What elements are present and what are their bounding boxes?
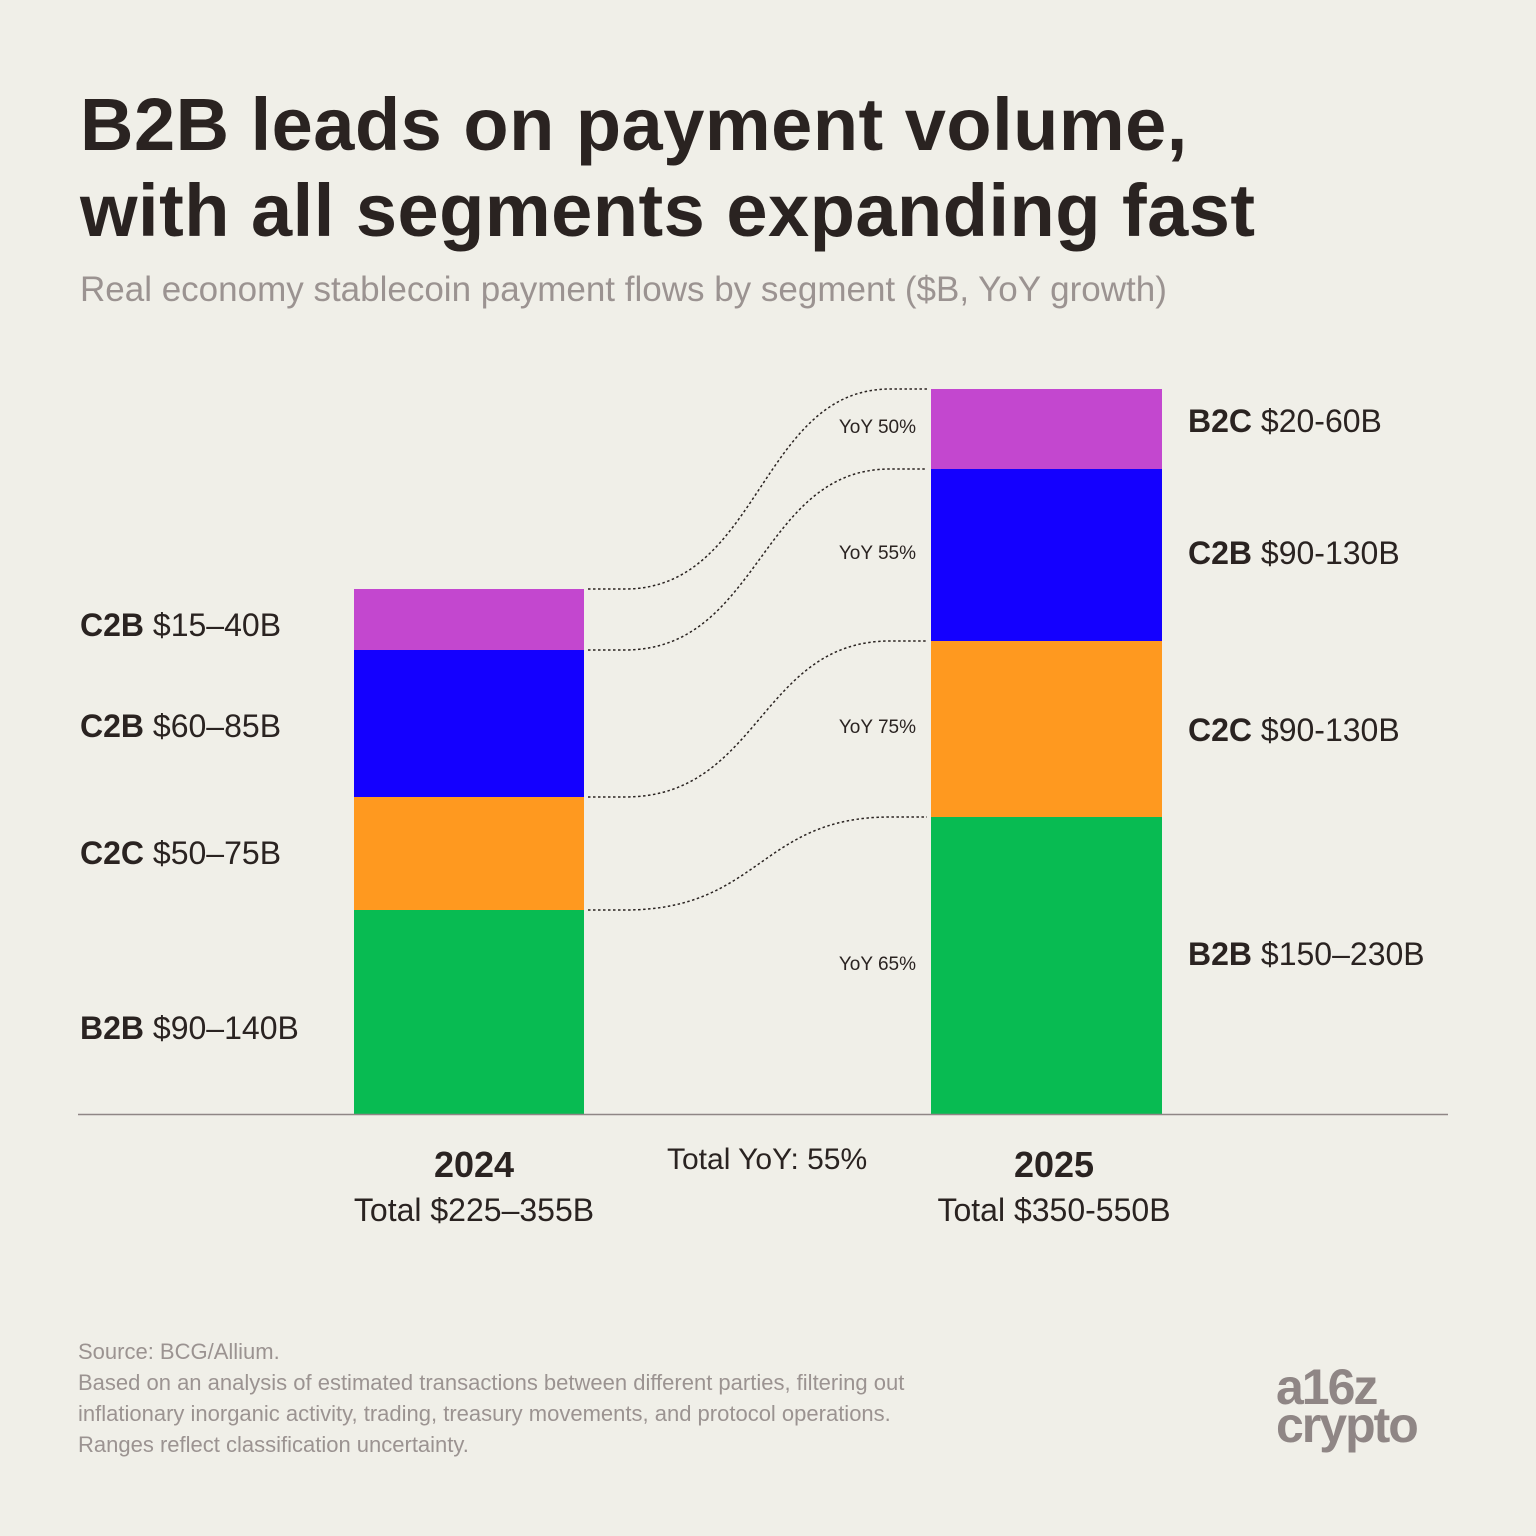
yoy-label-b2c: YoY 50% <box>838 417 916 438</box>
bar-2024-c2b <box>354 650 584 797</box>
bar-2024-c2c <box>354 797 584 910</box>
method-note-1: Based on an analysis of estimated transa… <box>78 1370 905 1395</box>
bar-2025-c2b <box>931 469 1162 641</box>
chart-title: B2B leads on payment volume, with all seg… <box>80 82 1256 254</box>
segment-label-2024-b2c: C2B $15–40B <box>80 607 282 643</box>
segment-label-2024-c2b: C2B $60–85B <box>80 708 282 744</box>
bar-2025-b2b <box>931 817 1162 1114</box>
title-line-2: with all segments expanding fast <box>80 169 1256 252</box>
connector-line <box>588 640 927 798</box>
logo-line-2: crypto <box>1276 1397 1419 1453</box>
year-label-2025: 2025 <box>1013 1144 1095 1185</box>
a16z-crypto-logo: a16z crypto <box>1276 1359 1419 1453</box>
segment-label-2025-c2c: C2C $90-130B <box>1188 712 1400 748</box>
connector-line <box>588 816 927 911</box>
connector-line <box>588 388 927 590</box>
total-2024: Total $225–355B <box>353 1192 595 1228</box>
segment-label-2024-c2c: C2C $50–75B <box>80 835 282 871</box>
connector-line <box>588 468 927 651</box>
method-note-2: inflationary inorganic activity, trading… <box>78 1401 891 1426</box>
method-note-3: Ranges reflect classification uncertaint… <box>78 1432 469 1457</box>
total-yoy: Total YoY: 55% <box>667 1143 868 1176</box>
footnote: Source: BCG/Allium. Based on an analysis… <box>78 1336 904 1460</box>
bar-2025-c2c <box>931 641 1162 817</box>
segment-label-2025-b2b: B2B $150–230B <box>1188 936 1425 972</box>
title-line-1: B2B leads on payment volume, <box>80 83 1188 166</box>
total-2025: Total $350-550B <box>937 1192 1171 1228</box>
bar-2025-b2c <box>931 389 1162 469</box>
yoy-label-c2b: YoY 55% <box>838 543 916 564</box>
yoy-label-c2c: YoY 75% <box>838 717 916 738</box>
segment-label-2025-b2c: B2C $20-60B <box>1188 403 1382 439</box>
logo-line-1: a16z <box>1276 1359 1378 1415</box>
bar-2024-b2b <box>354 910 584 1114</box>
segment-label-2024-b2b: B2B $90–140B <box>80 1010 299 1046</box>
bar-2024-b2c <box>354 589 584 650</box>
chart-subtitle: Real economy stablecoin payment flows by… <box>80 270 1167 309</box>
yoy-label-b2b: YoY 65% <box>838 953 916 975</box>
source-note: Source: BCG/Allium. <box>78 1339 280 1364</box>
segment-label-2025-c2b: C2B $90-130B <box>1188 535 1400 571</box>
year-label-2024: 2024 <box>433 1144 515 1185</box>
